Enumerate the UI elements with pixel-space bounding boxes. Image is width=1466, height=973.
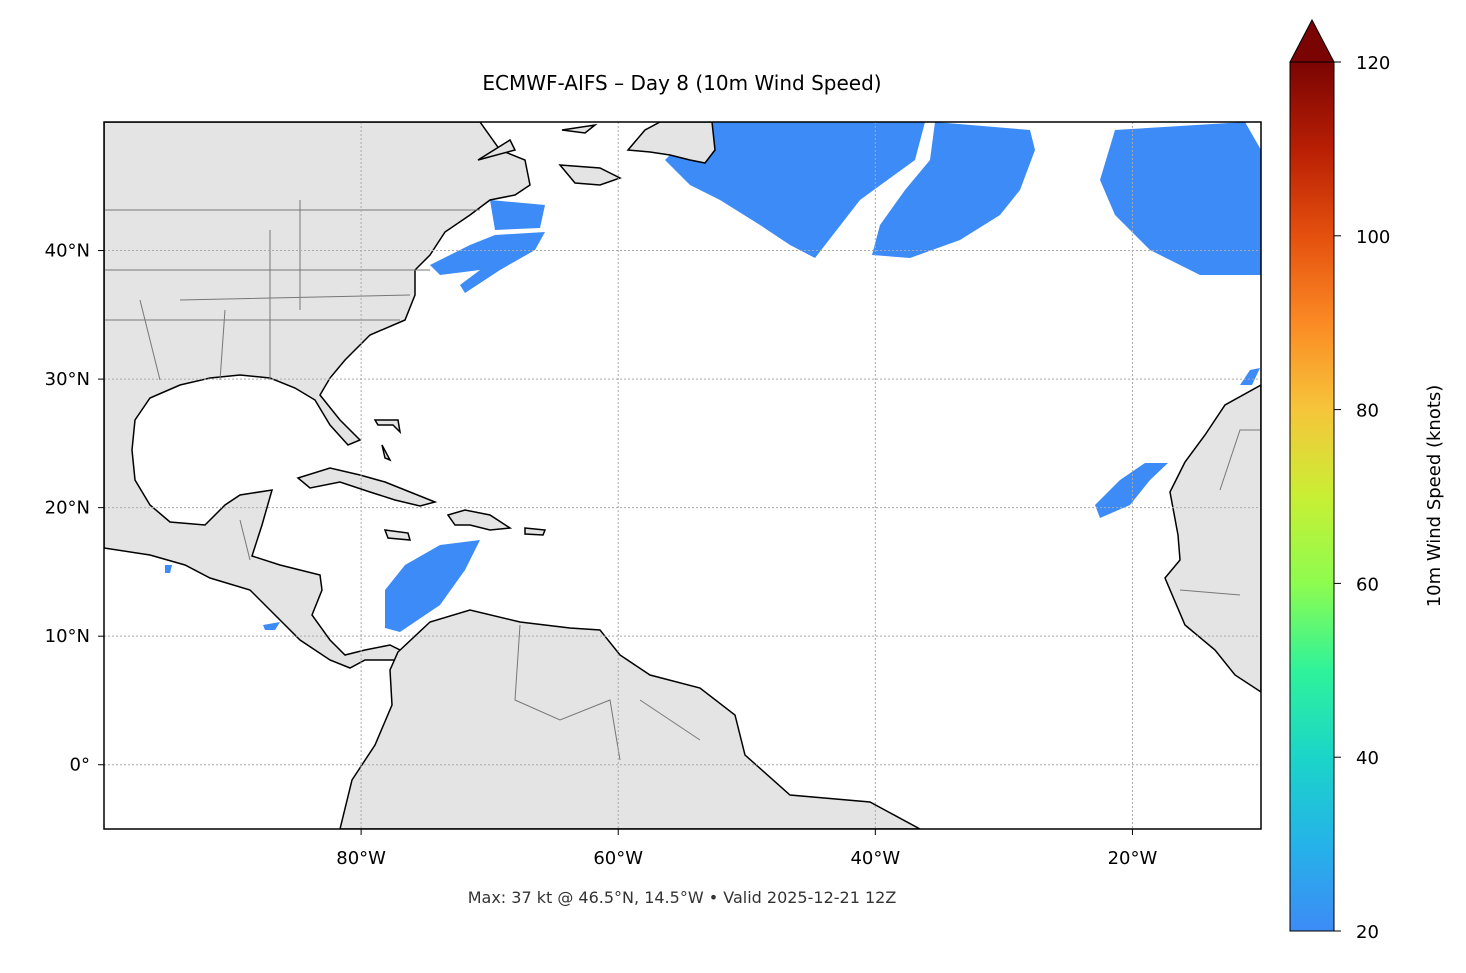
y-tick-label: 30°N	[45, 369, 90, 390]
colorbar-label: 10m Wind Speed (knots)	[1424, 385, 1445, 608]
wind-area	[872, 122, 1035, 258]
y-tick-label: 10°N	[45, 626, 90, 647]
y-tick-label: 40°N	[45, 241, 90, 262]
wind-area	[430, 200, 545, 293]
land	[477, 123, 622, 186]
colorbar-tick-label: 100	[1356, 227, 1390, 248]
colorbar-tick-label: 40	[1356, 748, 1379, 769]
colorbar-tick-label: 60	[1356, 574, 1379, 595]
y-tick-label: 20°N	[45, 498, 90, 519]
colorbar-tick-label: 20	[1356, 922, 1379, 943]
wind-area	[1100, 122, 1261, 275]
land	[104, 122, 531, 669]
x-tick-label: 60°W	[593, 848, 643, 869]
y-tick-label: 0°	[70, 755, 90, 776]
colorbar-tick-label: 120	[1356, 53, 1390, 74]
border	[104, 200, 1261, 761]
wind-area	[1095, 463, 1168, 518]
colorbar-tick-label: 80	[1356, 401, 1379, 422]
land	[339, 609, 921, 829]
land	[373, 419, 547, 541]
land	[626, 122, 716, 164]
footer-note: Max: 37 kt @ 46.5°N, 14.5°W • Valid 2025…	[468, 888, 897, 907]
x-tick-label: 80°W	[336, 848, 386, 869]
colorbar	[1289, 61, 1335, 932]
x-tick-label: 20°W	[1108, 848, 1158, 869]
wind-area	[665, 122, 925, 258]
colorbar-extend	[1289, 18, 1335, 63]
x-tick-label: 40°W	[850, 848, 900, 869]
land	[296, 467, 438, 507]
map-area	[104, 122, 1261, 829]
wind-area	[385, 540, 480, 632]
map-frame	[103, 121, 1262, 830]
map-title: ECMWF-AIFS – Day 8 (10m Wind Speed)	[482, 71, 881, 95]
graticule	[104, 122, 1261, 829]
land	[1164, 384, 1261, 693]
